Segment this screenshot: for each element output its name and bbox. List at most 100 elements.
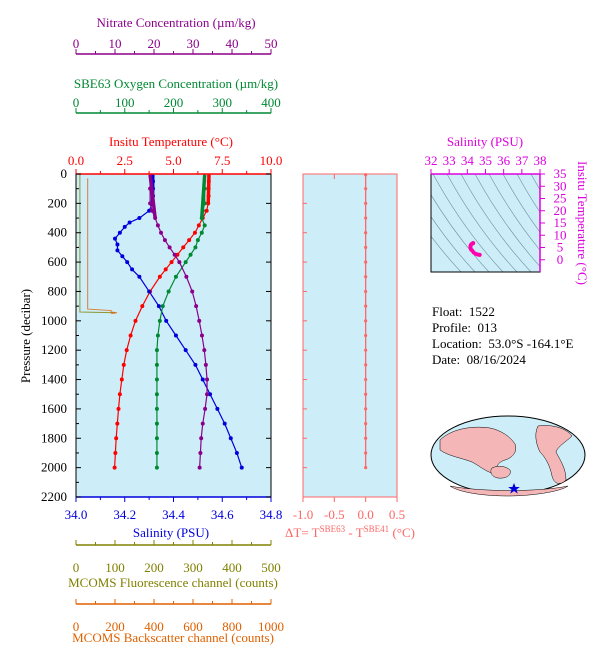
delta-t-point xyxy=(364,289,368,294)
oxygen-data-point xyxy=(154,377,159,382)
temperature-data-point xyxy=(116,406,121,411)
delta-t-point xyxy=(364,348,368,352)
location-info-line: Location: 53.0°S -164.1°E xyxy=(432,336,573,352)
temperature-data-point xyxy=(121,362,126,367)
salinity-data-point xyxy=(115,248,120,253)
salinity-data-point xyxy=(130,267,135,272)
profile-info-line: Profile: 013 xyxy=(432,320,497,336)
salinity-data-point xyxy=(117,230,122,235)
oxygen-data-point xyxy=(199,230,204,235)
pressure-tick-label: 1800 xyxy=(41,430,67,445)
delta-t-point xyxy=(364,451,368,455)
salinity-data-point xyxy=(164,318,169,323)
float-location-marker xyxy=(508,483,520,494)
ts-temperature-tick-label: 35 xyxy=(554,166,567,181)
temperature-data-point xyxy=(133,318,138,323)
salinity-tick-label: 34.0 xyxy=(65,507,88,522)
fluorescence-tick-label: 300 xyxy=(183,560,203,575)
salinity-data-point xyxy=(115,242,120,247)
nitrate-data-point xyxy=(184,274,189,279)
delta-t-point xyxy=(364,421,368,426)
main-plot-panel xyxy=(76,174,271,497)
date-value: 08/16/2024 xyxy=(466,352,526,367)
nitrate-data-point xyxy=(198,450,203,455)
pressure-tick-label: 1400 xyxy=(41,372,67,387)
salinity-data-point xyxy=(156,304,161,309)
delta-t-point xyxy=(364,392,368,396)
temperature-surface-layer xyxy=(206,174,211,204)
temperature-tick-label: 2.5 xyxy=(117,153,133,168)
temperature-data-point xyxy=(157,274,162,279)
temperature-data-point xyxy=(117,392,122,397)
temperature-data-point xyxy=(119,377,124,382)
ts-temperature-tick-label: 25 xyxy=(554,191,567,206)
nitrate-data-point xyxy=(148,201,153,206)
oxygen-data-point xyxy=(188,252,193,257)
salinity-data-point xyxy=(147,289,152,294)
nitrate-data-point xyxy=(194,304,199,309)
nitrate-data-point xyxy=(205,377,210,382)
delta-t-point xyxy=(364,216,368,220)
ts-salinity-tick-label: 32 xyxy=(425,153,438,168)
backscatter-tick-label: 1000 xyxy=(258,619,284,634)
delta-t-point xyxy=(364,260,368,264)
salinity-tick-label: 34.4 xyxy=(162,507,185,522)
temperature-data-point xyxy=(114,436,119,441)
profile-value: 013 xyxy=(477,320,498,335)
fluorescence-profile-line xyxy=(79,174,116,314)
oxygen-data-point xyxy=(195,238,200,243)
nitrate-data-point xyxy=(155,223,160,228)
ts-temperature-tick-label: 0 xyxy=(557,252,564,267)
salinity-data-point xyxy=(215,406,220,411)
ts-temperature-axis-title: Insitu Temperature (°C) xyxy=(575,161,590,285)
nitrate-data-point xyxy=(200,421,205,426)
delta-t-point xyxy=(364,304,368,308)
nitrate-tick-label: 40 xyxy=(226,36,239,51)
location-value: 53.0°S -164.1°E xyxy=(488,336,574,351)
temperature-data-point xyxy=(113,450,118,455)
date-label: Date: xyxy=(432,352,461,367)
backscatter-tick-label: 600 xyxy=(183,619,203,634)
nitrate-tick-label: 50 xyxy=(265,36,278,51)
oxygen-data-point xyxy=(154,348,159,353)
nitrate-data-point xyxy=(177,260,182,265)
oxygen-tick-label: 0 xyxy=(73,95,80,110)
backscatter-axis-title: MCOMS Backscatter channel (counts) xyxy=(72,630,274,645)
nitrate-data-point xyxy=(197,465,202,470)
ts-temperature-tick-label: 30 xyxy=(554,178,567,193)
ts-salinity-tick-label: 38 xyxy=(534,153,547,168)
temperature-tick-label: 0.0 xyxy=(68,153,84,168)
backscatter-profile-line xyxy=(87,178,118,314)
oxygen-data-point xyxy=(157,318,162,323)
salinity-data-point xyxy=(208,392,213,397)
salinity-data-point xyxy=(222,421,227,426)
delta-t-frame xyxy=(302,173,398,498)
fluorescence-tick-label: 500 xyxy=(261,560,281,575)
fluorescence-axis-title: MCOMS Fluorescence channel (counts) xyxy=(68,575,278,590)
pressure-axis-title: Pressure (decibar) xyxy=(18,289,33,383)
ts-density-contour xyxy=(516,174,540,213)
land-antarctica xyxy=(449,485,569,497)
oxygen-data-point xyxy=(155,333,160,338)
ts-panel xyxy=(431,174,540,272)
oxygen-data-point xyxy=(160,304,165,309)
delta-t-tick-label: 0.0 xyxy=(358,507,374,522)
nitrate-data-point xyxy=(167,245,172,250)
backscatter-tick-label: 800 xyxy=(222,619,242,634)
ts-temperature-tick-label: 5 xyxy=(557,240,564,255)
salinity-tick-label: 34.8 xyxy=(260,507,283,522)
temperature-data-point xyxy=(115,421,120,426)
float-label: Float: xyxy=(432,304,463,319)
salinity-tick-label: 34.6 xyxy=(211,507,234,522)
pressure-tick-label: 1000 xyxy=(41,313,67,328)
temperature-data-point xyxy=(112,465,117,470)
ts-temperature-tick-label: 15 xyxy=(554,215,567,230)
ts-salinity-tick-label: 33 xyxy=(443,153,456,168)
oxygen-data-point xyxy=(154,436,159,441)
salinity-tick-label: 34.2 xyxy=(113,507,136,522)
nitrate-data-point xyxy=(199,333,204,338)
oxygen-tick-label: 300 xyxy=(213,95,233,110)
nitrate-tick-label: 30 xyxy=(187,36,200,51)
oxygen-tick-label: 400 xyxy=(261,95,281,110)
